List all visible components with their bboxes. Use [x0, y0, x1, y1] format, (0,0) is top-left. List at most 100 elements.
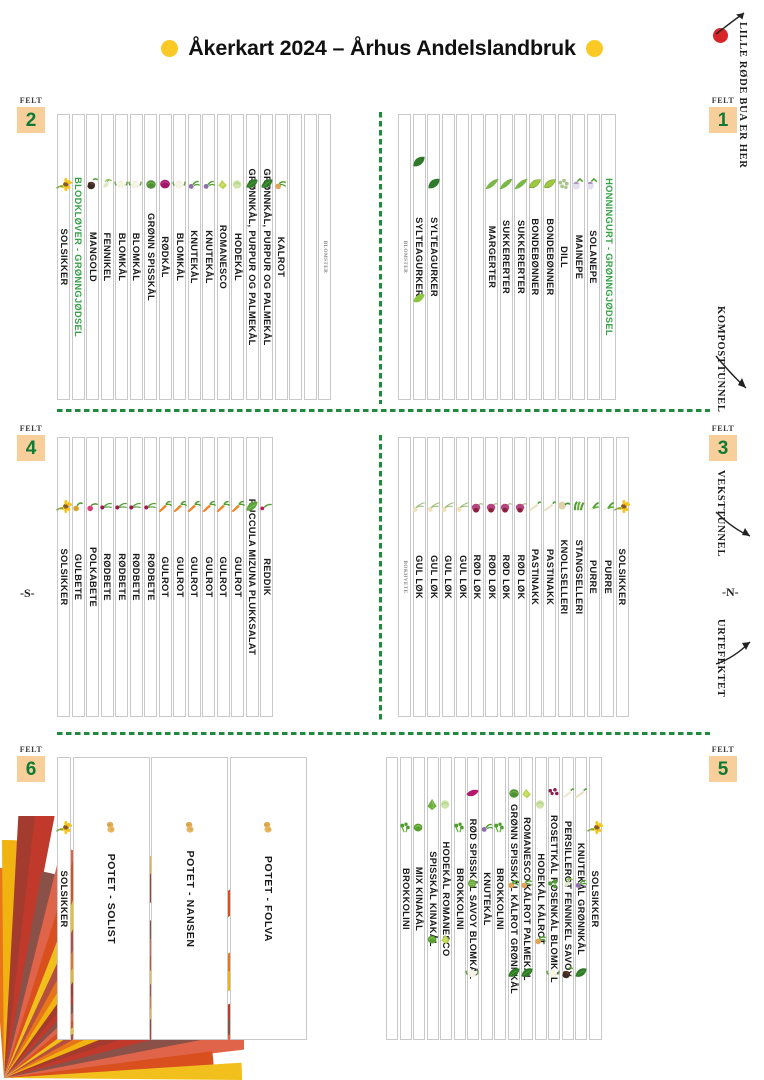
bed-row[interactable]: RØD SPISSKÅL SAVOY BLOMKÅL: [465, 757, 479, 1040]
bed-row[interactable]: KALROT: [274, 114, 288, 400]
broccolini-icon: [492, 820, 509, 835]
bed-row[interactable]: POTET - FOLVA: [229, 757, 307, 1040]
bed-row[interactable]: KNOLLSELLERI: [557, 437, 571, 717]
bed-row[interactable]: ROMANESCO: [216, 114, 230, 400]
bed-row[interactable]: [470, 114, 484, 400]
bed-row[interactable]: RUCCULA MIZUNA PLUKKSALAT: [245, 437, 259, 717]
bed-row[interactable]: PASTINAKK: [528, 437, 542, 717]
bed-row[interactable]: GRØNN SPISSKÅL: [144, 114, 157, 400]
bed-row[interactable]: PASTINAKK: [542, 437, 556, 717]
bed-row[interactable]: GRØNNKÅL, PURPUR OG PALMEKÅL: [260, 114, 273, 400]
bed-row[interactable]: BLOMSTER: [398, 114, 411, 400]
cauliflower-icon: [128, 177, 145, 192]
bed-row[interactable]: GULROT: [158, 437, 173, 717]
bed-row[interactable]: HODEKÅL ROMANESCO: [440, 757, 452, 1040]
onion-red-icon: [498, 499, 515, 514]
napa-icon: [411, 820, 428, 835]
carrot-icon: [215, 499, 232, 514]
bed-row[interactable]: HODEKÅL KÅLROT: [534, 757, 547, 1040]
bed-row[interactable]: BROKKOLINI: [399, 757, 412, 1040]
bed-row[interactable]: GUL LØK: [427, 437, 440, 717]
bed-row[interactable]: SOLANEPE: [586, 114, 600, 400]
bed-row[interactable]: RØDKÅL: [158, 114, 172, 400]
bed-row[interactable]: HONNINGURT - GRØNNGJØDSEL: [601, 114, 616, 400]
bed-row[interactable]: SUKKERERTER: [499, 114, 513, 400]
bed-row[interactable]: MIX KINAKÅL: [413, 757, 425, 1040]
bed-row[interactable]: RØDBETE: [129, 437, 143, 717]
bed-row[interactable]: [289, 114, 302, 400]
kale-icon: [573, 966, 590, 981]
bed-row[interactable]: SOLSIKKER: [55, 114, 72, 400]
bed-row[interactable]: BROKKOLINI: [453, 757, 466, 1040]
bed-row[interactable]: PURRE: [601, 437, 614, 717]
bed-row[interactable]: BLOMKÅL: [128, 114, 145, 400]
bed-row[interactable]: SOLSIKKER: [614, 437, 631, 717]
bed-row[interactable]: GULROT: [187, 437, 202, 717]
bed-row[interactable]: SYLTEAGURKER: [427, 114, 440, 400]
bed-row[interactable]: RØDBETE: [143, 437, 157, 717]
bed-row[interactable]: SOLSIKKER: [56, 757, 73, 1040]
bed-row[interactable]: [456, 114, 469, 400]
bed-row[interactable]: POLKABETE: [86, 437, 99, 717]
bed-row[interactable]: [303, 114, 317, 400]
bed-row[interactable]: [441, 114, 455, 400]
bed-row[interactable]: POTET - NANSEN: [151, 757, 228, 1040]
bed-label: MANGOLD: [87, 231, 98, 283]
bed-row[interactable]: SOLSIKKER: [55, 437, 72, 717]
bed-row[interactable]: GULROT: [230, 437, 245, 717]
bed-row[interactable]: SOLSIKKER: [587, 757, 604, 1040]
felt-word: FELT: [711, 96, 735, 105]
felt-number: 6: [25, 758, 37, 780]
bed-row[interactable]: KNUTEKÅL: [187, 114, 201, 400]
bed-row[interactable]: SYLTEAGURKER: [412, 114, 426, 400]
bed-row[interactable]: RØDBETE: [100, 437, 114, 717]
bed-row[interactable]: BLOMSTER: [318, 114, 331, 400]
bed-row[interactable]: GUL LØK: [456, 437, 469, 717]
bed-row[interactable]: BOKHVETE: [398, 437, 411, 717]
bed-row[interactable]: KNUTEKÅL: [202, 114, 215, 400]
bed-row[interactable]: KNUTEKÅL GRØNNKÅL: [573, 757, 590, 1040]
bed-row[interactable]: GUL LØK: [441, 437, 455, 717]
bed-row[interactable]: RØD LØK: [498, 437, 515, 717]
bed-label: RØDBETE: [145, 553, 156, 601]
bed-row[interactable]: STANGSELLERI: [572, 437, 585, 717]
bed-row[interactable]: GRØNNKÅL, PURPUR OG PALMEKÅL: [245, 114, 259, 400]
bed-row[interactable]: BONDEBØNNER: [543, 114, 556, 400]
bed-row[interactable]: RØD LØK: [470, 437, 484, 717]
bed-row[interactable]: ROSETTKÅL ROSENKÅL BLOMKÅL: [546, 757, 560, 1040]
bed-row[interactable]: MAINEPE: [571, 114, 585, 400]
bed-row[interactable]: MANGOLD: [86, 114, 99, 400]
bed-row[interactable]: DILL: [557, 114, 571, 400]
bed-row[interactable]: BROKKOLINI: [494, 757, 506, 1040]
bed-row[interactable]: BONDEBØNNER: [528, 114, 542, 400]
bed-row[interactable]: RØD LØK: [514, 437, 527, 717]
bed-row[interactable]: HODEKÅL: [231, 114, 244, 400]
bed-row[interactable]: GULBETE: [71, 437, 85, 717]
bed-row[interactable]: PERSILLEROT FENNIKEL SAVOY: [561, 757, 574, 1040]
bed-row[interactable]: RØDBETE: [114, 437, 128, 717]
bed-row[interactable]: BLODKLØVER - GRØNNGJØDSEL: [71, 114, 85, 400]
bed-row[interactable]: BLOMKÅL: [171, 114, 186, 400]
bed-row[interactable]: POTET - SOLIST: [72, 757, 150, 1040]
bed-row[interactable]: BLOMKÅL: [113, 114, 128, 400]
bed-row[interactable]: SUKKERERTER: [513, 114, 528, 400]
bed-row[interactable]: SPISSKÅL KINAKÅL: [426, 757, 439, 1040]
felt-badge-1: FELT 1: [706, 96, 740, 133]
bed-row[interactable]: MARGERTER: [484, 114, 499, 400]
bed-row[interactable]: [386, 757, 398, 1040]
bed-row[interactable]: GULROT: [215, 437, 232, 717]
bed-row[interactable]: RØD LØK: [485, 437, 498, 717]
bed-label: KNOLLSELLERI: [559, 539, 569, 615]
bed-label: POLKABETE: [87, 546, 98, 608]
bed-row[interactable]: REDDIK: [259, 437, 273, 717]
bed-row[interactable]: GULROT: [172, 437, 187, 717]
bed-row[interactable]: ROMANESCO KÅLROT PALMEKÅL: [521, 757, 533, 1040]
bed-label: BONDEBØNNER: [544, 218, 555, 296]
bed-row[interactable]: GRØNN SPISSKÅL KÅLROT GRØNNKÅL: [507, 757, 520, 1040]
bed-row[interactable]: GULROT: [201, 437, 216, 717]
bed-row[interactable]: KNUTEKÅL: [480, 757, 493, 1040]
divider-vertical-top: [379, 112, 382, 404]
bed-row[interactable]: GUL LØK: [412, 437, 426, 717]
bed-row[interactable]: PURRE: [586, 437, 600, 717]
bed-row[interactable]: FENNIKEL: [100, 114, 114, 400]
